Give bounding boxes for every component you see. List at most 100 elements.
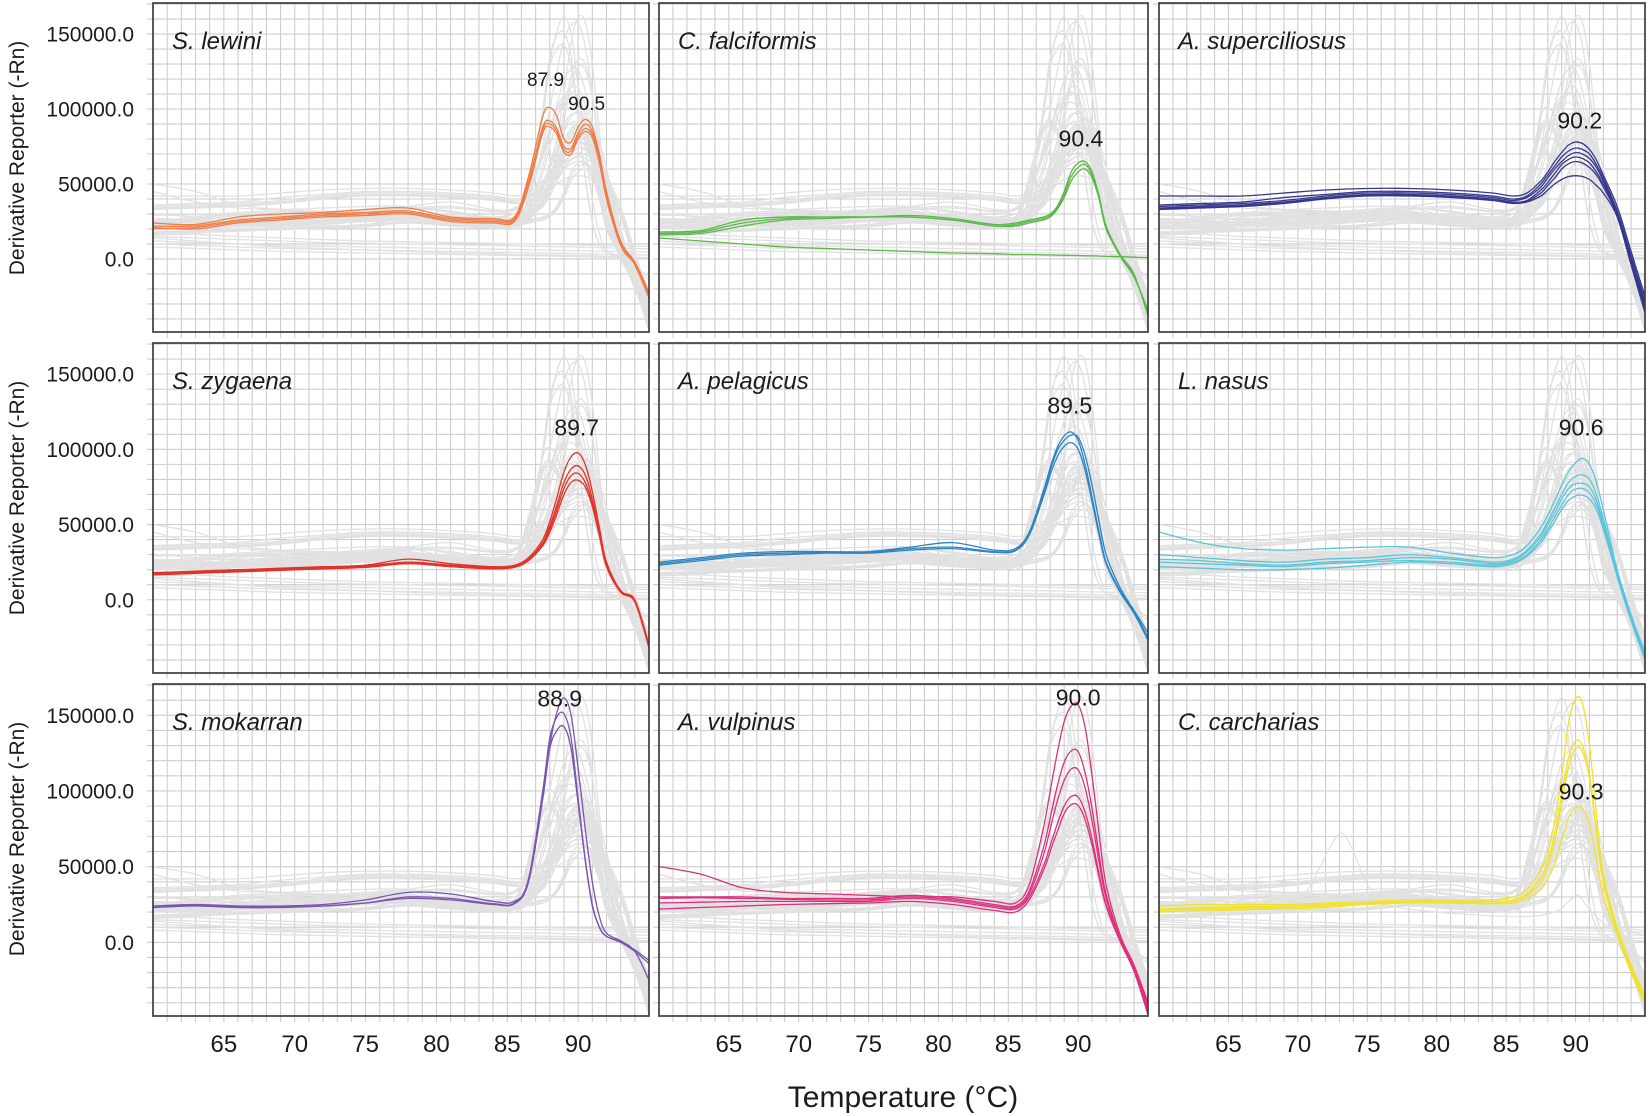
background-trace — [1159, 153, 1645, 320]
species-label: A. pelagicus — [676, 368, 809, 395]
x-tick-label: 85 — [494, 1031, 521, 1058]
background-trace — [153, 923, 649, 936]
background-trace — [659, 923, 1148, 936]
panel-border — [658, 2, 1149, 333]
background-trace — [153, 806, 649, 1005]
background-trace — [659, 407, 1148, 664]
background-trace — [153, 581, 649, 594]
y-tick-label: 150000.0 — [46, 364, 134, 387]
background-trace — [153, 926, 649, 940]
background-trace — [659, 64, 1148, 318]
background-trace — [659, 584, 1148, 597]
background-trace — [153, 123, 649, 321]
trace-c-carcharias-rep-4 — [1159, 806, 1645, 1005]
tm-annotation: 90.4 — [1059, 125, 1104, 151]
background-trace — [659, 151, 1148, 305]
x-tick-label: 80 — [1423, 1031, 1450, 1058]
background-trace — [659, 243, 1148, 256]
background-trace — [659, 799, 1148, 996]
background-trace — [153, 695, 649, 996]
y-tick-label: 100000.0 — [46, 99, 134, 122]
background-trace — [1159, 14, 1645, 312]
panel-s-zygaena: S. zygaena 89.7 — [147, 342, 650, 679]
tm-annotation: 88.9 — [537, 685, 582, 711]
background-trace — [659, 235, 1148, 250]
trace-a-superciliosus-rep-1 — [1159, 141, 1645, 297]
background-trace — [1159, 929, 1645, 942]
background-trace — [153, 834, 649, 988]
background-trace — [659, 492, 1148, 646]
species-label: S. mokarran — [172, 709, 303, 736]
background-trace — [1159, 354, 1645, 653]
background-trace — [1159, 584, 1645, 597]
y-tick-label: 100000.0 — [46, 780, 134, 803]
panel-border — [1158, 683, 1646, 1017]
trace-l-nasus-rep-5 — [1159, 494, 1645, 661]
trace-l-nasus-rep-1 — [1159, 457, 1645, 653]
species-label: L. nasus — [1178, 368, 1269, 395]
trace-a-superciliosus-rep-4 — [1159, 156, 1645, 308]
background-trace — [659, 926, 1148, 940]
trace-l-nasus-rep-2 — [1159, 474, 1645, 655]
background-trace — [659, 836, 1148, 1004]
y-tick-label: 50000.0 — [58, 856, 134, 879]
panel-c-carcharias: C. carcharias 90.3 — [1153, 683, 1646, 1022]
trace-c-carcharias-rep-1 — [1159, 695, 1645, 996]
background-trace — [153, 587, 649, 600]
background-trace — [1159, 492, 1645, 646]
x-tick-label: 80 — [423, 1031, 450, 1058]
traces — [1159, 695, 1645, 1016]
background-trace — [659, 354, 1148, 653]
background-trace — [659, 405, 1148, 659]
x-tick-label: 75 — [352, 1031, 379, 1058]
trace-c-carcharias-rep-3 — [1159, 746, 1645, 1002]
grid — [653, 684, 1148, 1022]
background-trace — [659, 117, 1148, 312]
background-trace — [1159, 576, 1645, 591]
background-trace — [1159, 407, 1645, 664]
background-trace — [659, 929, 1148, 942]
background-trace — [659, 576, 1148, 591]
background-trace — [659, 587, 1148, 600]
background-trace — [1159, 237, 1645, 259]
background-trace — [1159, 834, 1645, 988]
tm-annotation: 89.7 — [554, 414, 599, 440]
background-trace — [153, 578, 649, 599]
panel-border — [152, 2, 650, 333]
trace-a-superciliosus-rep-2 — [1159, 147, 1645, 302]
background-trace — [153, 576, 649, 591]
trace-a-pelagicus-rep-3 — [659, 441, 1148, 641]
trace-c-falciformis-rep-3 — [659, 168, 1148, 311]
background-trace — [153, 235, 649, 250]
tm-annotation: 89.5 — [1047, 392, 1092, 418]
trace-a-pelagicus-rep-2 — [659, 433, 1148, 634]
x-tick-label: 85 — [995, 1031, 1022, 1058]
background-trace — [659, 578, 1148, 599]
background-trace — [1159, 578, 1645, 599]
panel-a-superciliosus: A. superciliosus 90.2 — [1153, 2, 1646, 338]
tm-annotation: 90.0 — [1056, 684, 1101, 710]
x-axis-title: Temperature (°C) — [788, 1081, 1018, 1114]
x-tick-label: 70 — [785, 1031, 812, 1058]
background-trace — [1159, 123, 1645, 321]
background-trace — [1159, 117, 1645, 312]
background-trace — [1159, 832, 1645, 936]
background-trace — [659, 581, 1148, 594]
tm-annotation: 90.6 — [1559, 414, 1604, 440]
background-trace — [659, 920, 1148, 942]
species-label: C. carcharias — [1178, 709, 1319, 736]
panel-a-vulpinus: A. vulpinus 90.0 — [653, 683, 1149, 1022]
background-trace — [1159, 240, 1645, 253]
background-trace — [659, 246, 1148, 259]
y-axis-title: Derivative Reporter (-Rn) — [6, 41, 29, 276]
panel-border — [152, 683, 650, 1017]
x-tick-label: 65 — [1215, 1031, 1242, 1058]
traces — [153, 14, 649, 332]
tm-annotation: 90.3 — [1559, 778, 1604, 804]
panel-border — [152, 342, 650, 674]
traces — [153, 695, 649, 1016]
tm-annotation: 90.2 — [1557, 107, 1602, 133]
y-tick-label: 50000.0 — [58, 514, 134, 537]
background-trace — [659, 123, 1148, 321]
species-label: S. zygaena — [172, 368, 292, 395]
